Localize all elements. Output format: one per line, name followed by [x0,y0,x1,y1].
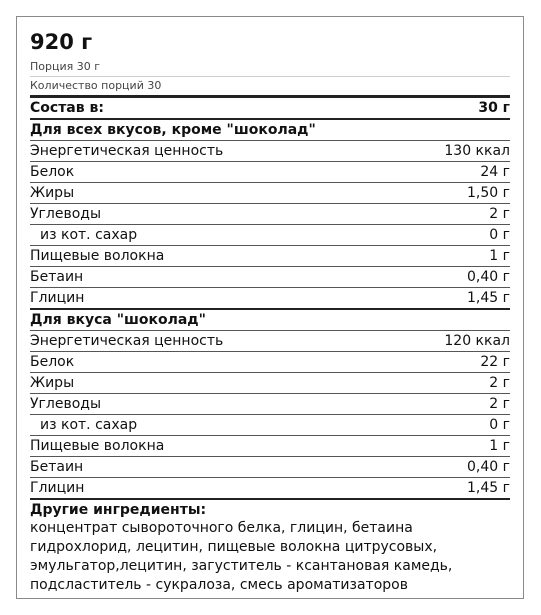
nutrient-label: Белок [30,354,75,370]
nutrient-row: из кот. сахар 0 г [30,415,510,436]
serving-size: Порция 30 г [30,58,510,77]
nutrient-row: Углеводы 2 г [30,394,510,415]
nutrient-value: 1,50 г [467,185,510,201]
nutrient-row: Белок 24 г [30,162,510,183]
nutrient-row: Пищевые волокна 1 г [30,436,510,457]
nutrient-label: Бетаин [30,459,84,475]
nutrient-value: 2 г [489,396,510,412]
nutrient-label: из кот. сахар [40,417,138,433]
nutrient-value: 130 ккал [444,143,510,159]
nutrient-row: Бетаин 0,40 г [30,457,510,478]
nutrient-label: Белок [30,164,75,180]
nutrient-row: из кот. сахар 0 г [30,225,510,246]
package-weight: 920 г [30,30,93,54]
nutrient-row: Глицин 1,45 г [30,478,510,500]
nutrient-value: 1,45 г [467,480,510,496]
nutrient-label: Углеводы [30,206,101,222]
nutrient-row: Жиры 1,50 г [30,183,510,204]
composition-label: Состав в: [30,100,104,116]
nutrient-value: 2 г [489,206,510,222]
nutrient-value: 0,40 г [467,269,510,285]
nutrient-row: Энергетическая ценность 120 ккал [30,331,510,352]
nutrient-value: 1,45 г [467,290,510,306]
group-title-chocolate: Для вкуса "шоколад" [30,310,510,331]
nutrient-label: Энергетическая ценность [30,333,224,349]
nutrient-row: Глицин 1,45 г [30,288,510,310]
other-ingredients-line: концентрат сывороточного белка, глицин, … [30,520,413,536]
nutrient-value: 1 г [489,438,510,454]
nutrient-value: 1 г [489,248,510,264]
nutrient-row: Бетаин 0,40 г [30,267,510,288]
nutrient-label: Глицин [30,480,85,496]
nutrient-label: Бетаин [30,269,84,285]
nutrient-value: 22 г [480,354,510,370]
nutrient-row: Белок 22 г [30,352,510,373]
composition-value: 30 г [478,100,510,116]
nutrient-value: 2 г [489,375,510,391]
nutrient-value: 24 г [480,164,510,180]
nutrient-label: из кот. сахар [40,227,138,243]
nutrient-value: 120 ккал [444,333,510,349]
nutrient-row: Пищевые волокна 1 г [30,246,510,267]
nutrient-value: 0,40 г [467,459,510,475]
nutrient-row: Углеводы 2 г [30,204,510,225]
nutrition-facts-panel: 920 г Порция 30 г Количество порций 30 С… [16,16,524,599]
nutrient-label: Пищевые волокна [30,438,165,454]
nutrient-row: Жиры 2 г [30,373,510,394]
other-ingredients-line: подсластитель - сукралоза, смесь аромати… [30,577,408,593]
other-ingredients-line: гидрохлорид, лецитин, пищевые волокна ци… [30,539,438,555]
nutrient-label: Пищевые волокна [30,248,165,264]
nutrient-label: Жиры [30,375,75,391]
nutrient-value: 0 г [489,417,510,433]
nutrient-label: Углеводы [30,396,101,412]
nutrient-label: Энергетическая ценность [30,143,224,159]
nutrient-value: 0 г [489,227,510,243]
other-ingredients-title: Другие ингредиенты: [30,502,207,518]
nutrient-label: Жиры [30,185,75,201]
servings-count: Количество порций 30 [30,77,510,98]
composition-header-row: Состав в: 30 г [30,98,510,120]
nutrient-row: Энергетическая ценность 130 ккал [30,141,510,162]
group-title-all-flavors: Для всех вкусов, кроме "шоколад" [30,120,510,141]
other-ingredients-line: эмульгатор,лецитин, загуститель - ксанта… [30,558,453,574]
nutrient-label: Глицин [30,290,85,306]
